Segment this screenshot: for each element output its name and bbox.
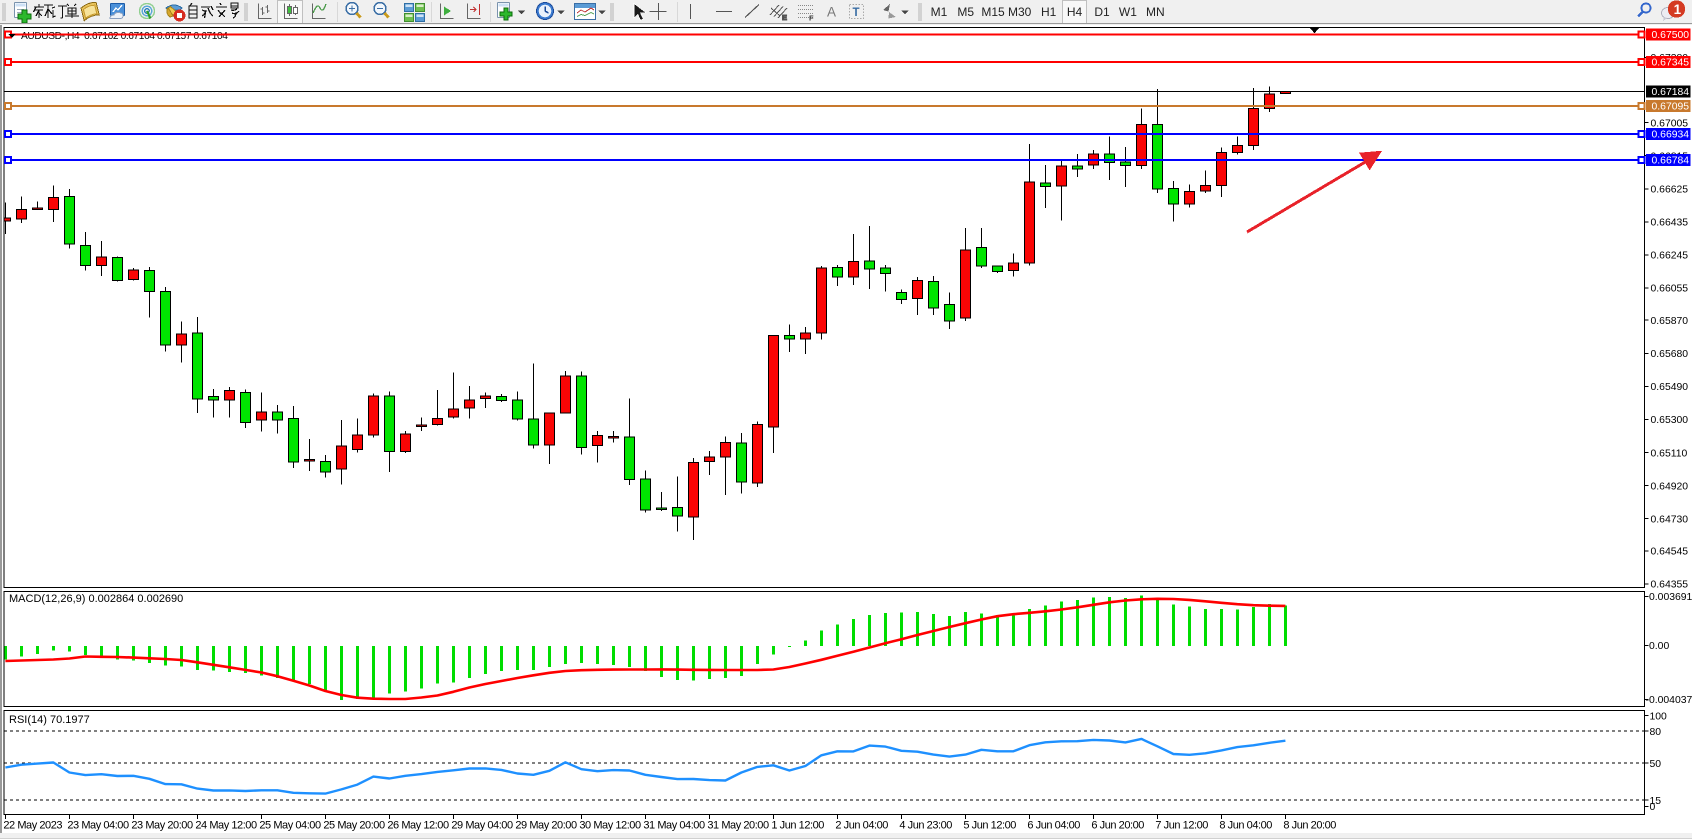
svg-text:E: E bbox=[782, 13, 787, 22]
svg-text:25 May 20:00: 25 May 20:00 bbox=[323, 820, 385, 832]
svg-text:M30: M30 bbox=[1008, 5, 1032, 19]
svg-text:100: 100 bbox=[1650, 711, 1668, 722]
svg-text:0.66784: 0.66784 bbox=[1652, 156, 1690, 167]
svg-text:MN: MN bbox=[1146, 5, 1165, 19]
svg-text:H1: H1 bbox=[1041, 5, 1057, 19]
svg-text:0.67005: 0.67005 bbox=[1651, 118, 1689, 129]
svg-text:-0.004037: -0.004037 bbox=[1646, 695, 1692, 706]
svg-text:F: F bbox=[809, 14, 814, 23]
svg-text:0.64545: 0.64545 bbox=[1651, 547, 1689, 558]
svg-text:AUDUSD-,H4 0.67162 0.67104 0.: AUDUSD-,H4 0.67162 0.67104 0.67157 0.671… bbox=[21, 31, 228, 42]
svg-text:0.67345: 0.67345 bbox=[1652, 58, 1690, 69]
svg-text:0.65870: 0.65870 bbox=[1651, 316, 1689, 327]
svg-text:M15: M15 bbox=[981, 5, 1005, 19]
svg-text:M5: M5 bbox=[957, 5, 974, 19]
svg-text:0.64920: 0.64920 bbox=[1651, 481, 1689, 492]
svg-text:0.003691: 0.003691 bbox=[1649, 592, 1692, 603]
svg-text:50: 50 bbox=[1650, 759, 1662, 770]
svg-text:31 May 20:00: 31 May 20:00 bbox=[707, 820, 769, 832]
svg-text:0.65110: 0.65110 bbox=[1651, 448, 1688, 459]
svg-text:7 Jun 12:00: 7 Jun 12:00 bbox=[1155, 820, 1208, 832]
svg-text:26 May 12:00: 26 May 12:00 bbox=[387, 820, 449, 832]
svg-text:24 May 12:00: 24 May 12:00 bbox=[195, 820, 257, 832]
svg-text:A: A bbox=[827, 5, 836, 20]
svg-text:1: 1 bbox=[1674, 2, 1682, 17]
svg-text:23 May 04:00: 23 May 04:00 bbox=[67, 820, 129, 832]
svg-text:0.66934: 0.66934 bbox=[1652, 130, 1690, 141]
svg-text:0.66435: 0.66435 bbox=[1651, 218, 1689, 229]
svg-text:RSI(14) 70.1977: RSI(14) 70.1977 bbox=[9, 714, 90, 726]
svg-text:15: 15 bbox=[1650, 796, 1662, 807]
svg-text:2 Jun 04:00: 2 Jun 04:00 bbox=[835, 820, 888, 832]
svg-text:0.67095: 0.67095 bbox=[1652, 102, 1690, 113]
svg-text:0.66625: 0.66625 bbox=[1651, 185, 1689, 196]
svg-text:0.65680: 0.65680 bbox=[1651, 349, 1689, 360]
svg-text:0.66055: 0.66055 bbox=[1651, 284, 1689, 295]
svg-text:6 Jun 20:00: 6 Jun 20:00 bbox=[1091, 820, 1144, 832]
svg-text:30 May 12:00: 30 May 12:00 bbox=[579, 820, 641, 832]
svg-text:8 Jun 04:00: 8 Jun 04:00 bbox=[1219, 820, 1272, 832]
svg-text:H4: H4 bbox=[1067, 5, 1083, 19]
svg-text:1 Jun 12:00: 1 Jun 12:00 bbox=[771, 820, 824, 832]
svg-text:4 Jun 23:00: 4 Jun 23:00 bbox=[899, 820, 952, 832]
svg-text:25 May 04:00: 25 May 04:00 bbox=[259, 820, 321, 832]
svg-text:23 May 20:00: 23 May 20:00 bbox=[131, 820, 193, 832]
svg-text:0.67500: 0.67500 bbox=[1652, 30, 1690, 41]
svg-text:80: 80 bbox=[1650, 727, 1662, 738]
svg-text:0.65300: 0.65300 bbox=[1651, 415, 1689, 426]
svg-text:29 May 20:00: 29 May 20:00 bbox=[515, 820, 577, 832]
svg-text:0.66245: 0.66245 bbox=[1651, 251, 1689, 262]
svg-text:0.00: 0.00 bbox=[1649, 641, 1669, 652]
svg-text:8 Jun 20:00: 8 Jun 20:00 bbox=[1283, 820, 1336, 832]
svg-text:5 Jun 12:00: 5 Jun 12:00 bbox=[963, 820, 1016, 832]
svg-text:29 May 04:00: 29 May 04:00 bbox=[451, 820, 513, 832]
svg-text:T: T bbox=[853, 7, 860, 19]
svg-text:M1: M1 bbox=[931, 5, 948, 19]
svg-text:31 May 04:00: 31 May 04:00 bbox=[643, 820, 705, 832]
svg-text:0.67184: 0.67184 bbox=[1652, 87, 1690, 98]
svg-text:W1: W1 bbox=[1119, 5, 1137, 19]
svg-text:0.64730: 0.64730 bbox=[1651, 514, 1689, 525]
svg-text:6 Jun 04:00: 6 Jun 04:00 bbox=[1027, 820, 1080, 832]
svg-text:D1: D1 bbox=[1094, 5, 1110, 19]
svg-text:MACD(12,26,9) 0.002864 0.00269: MACD(12,26,9) 0.002864 0.002690 bbox=[9, 593, 183, 605]
svg-text:0: 0 bbox=[1650, 802, 1656, 813]
svg-text:22 May 2023: 22 May 2023 bbox=[3, 820, 62, 832]
svg-text:0.64355: 0.64355 bbox=[1651, 580, 1689, 591]
svg-text:0.65490: 0.65490 bbox=[1651, 382, 1689, 393]
